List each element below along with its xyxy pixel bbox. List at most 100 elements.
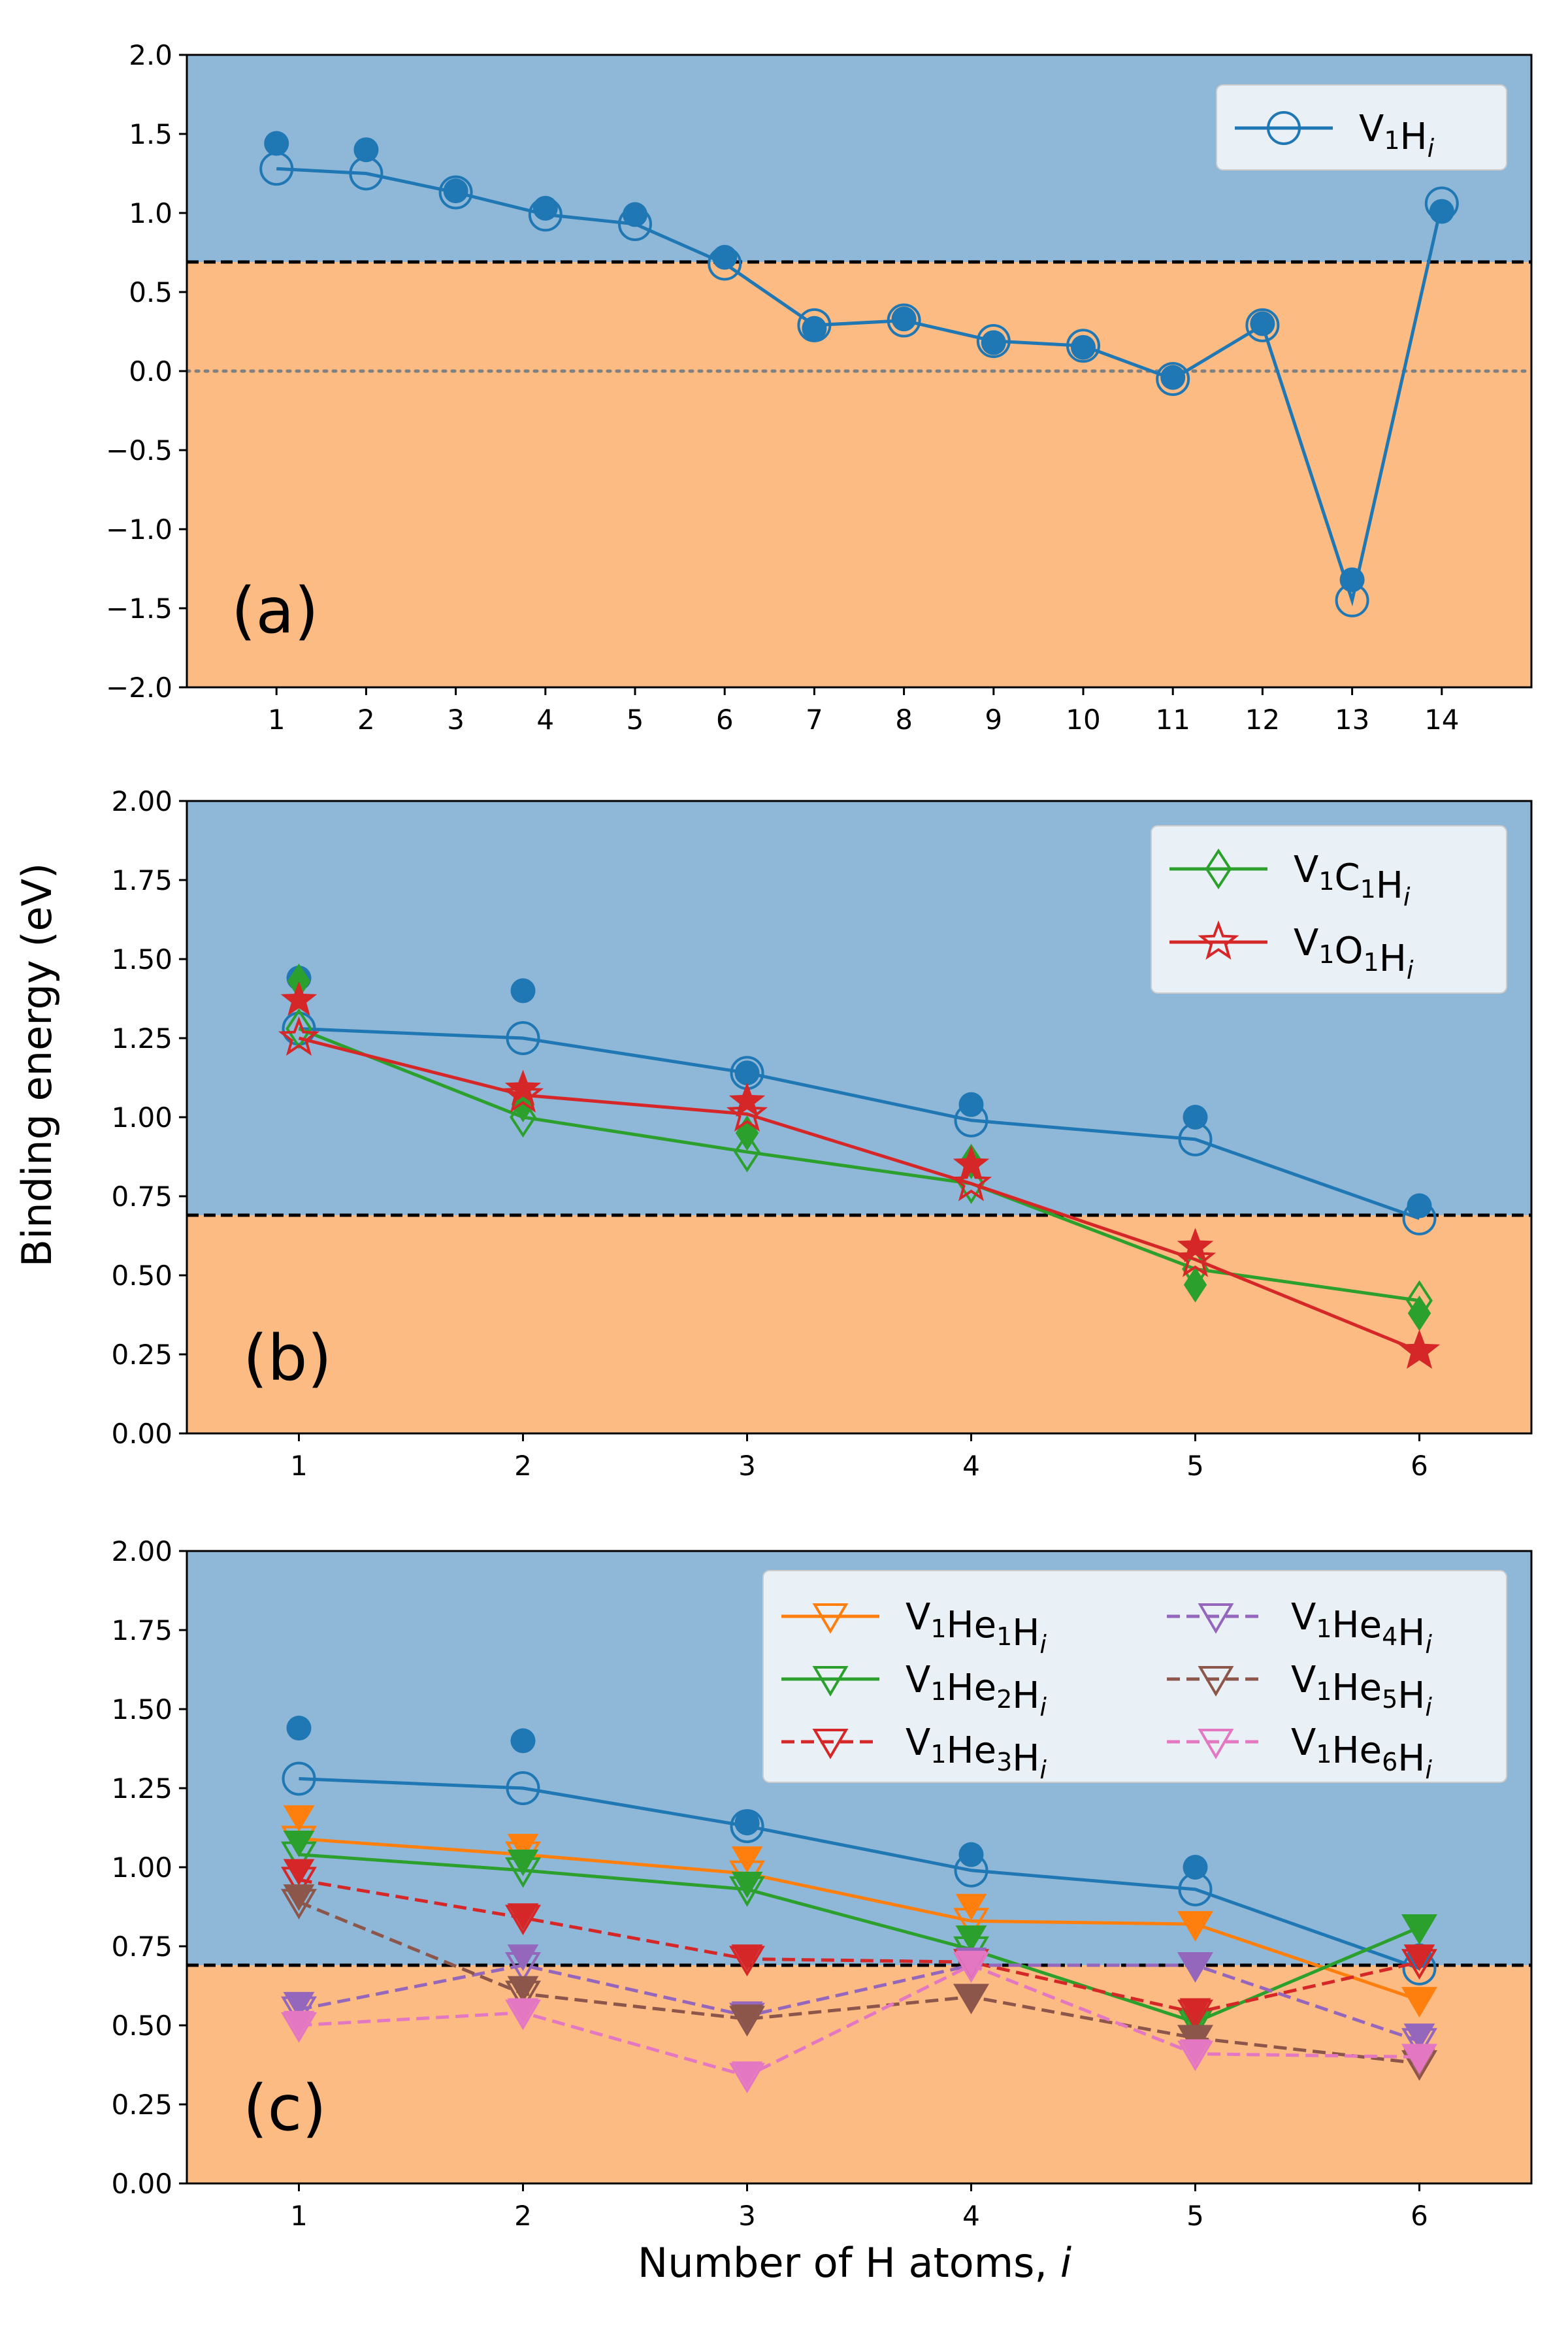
series-line-V1He6Hi [299,1963,1420,2078]
filled-point [1183,1105,1208,1130]
legend-marker [812,1603,849,1634]
y-tick-label: 0.00 [111,2168,172,2200]
series-point-V1Hi [708,246,742,281]
x-tick-label: 14 [1424,704,1459,736]
series-point-V1He3Hi [1177,1999,1213,2031]
series-filled-point-V1He6Hi [283,2010,315,2038]
series-filled-point-V1He5Hi [731,2004,763,2031]
x-tick-label: 3 [738,1450,756,1482]
series-filled-point-V1He1Hi [955,1893,987,1921]
series-point-V1He1Hi [953,1908,989,1939]
series-line-V1O1Hi [298,1036,1420,1353]
filled-point [510,978,536,1004]
series-point-V1He5Hi [729,2006,765,2037]
filled-point [734,1060,760,1086]
series-point-V1Hi [797,308,832,342]
filled-point [510,1728,536,1754]
x-tick-label: 5 [627,704,644,736]
series-point-V1Hi [1335,583,1369,617]
x-tick-label: 2 [514,1450,532,1482]
reference-series-point [282,1761,316,1796]
series-point-V1C1Hi [1406,1280,1433,1321]
y-tick-label: 2.00 [111,785,172,817]
panel-b: 0.00 0.25 0.50 0.75 1.00 1.25 1.50 1.75 2.00 1 2 3 4… [111,785,1533,1482]
x-tick-label: 6 [716,704,734,736]
series-filled-point-V1He1Hi [283,1805,315,1832]
y-tick-label: 1.50 [111,1693,172,1725]
series-point-V1He6Hi [953,1952,989,1983]
series-filled-point-V1He6Hi [507,1998,539,2025]
x-tick-label: 8 [895,704,913,736]
panel-label: (c) [243,2072,327,2145]
x-tick-label: 3 [738,2200,756,2232]
legend: V1Hi [1216,84,1507,171]
x-tick-label: 5 [1186,2200,1204,2232]
series-line-V1He2Hi [299,1853,1420,2024]
legend-marker [1267,111,1301,145]
reference-series-point [506,1021,540,1055]
region-below-threshold [187,1215,1531,1433]
series-line-V1He1Hi [299,1837,1420,2002]
y-tick-label: 1.0 [129,197,172,229]
series-point-V1He6Hi [505,1999,541,2031]
legend-label: V1C1Hi [1294,849,1411,911]
legend: V1C1Hi V1O1Hi [1151,825,1507,994]
x-tick-label: 13 [1335,704,1369,736]
x-tick-label: 11 [1155,704,1190,736]
y-tick-label: 0.00 [111,1418,172,1450]
x-tick-label: 2 [514,2200,532,2232]
series-point-V1He2Hi [505,1857,541,1888]
series-point-V1He2Hi [1401,1914,1437,1945]
y-tick-label: 1.5 [129,118,172,150]
series-line-V1He5Hi [298,1900,1420,2065]
series-filled-point-V1He6Hi [731,2061,763,2088]
x-axis-title-main: Number of H atoms, [638,2239,1060,2287]
series-point-V1He1Hi [1401,1987,1437,2018]
x-tick-label: 10 [1066,704,1100,736]
y-tick-label: 1.75 [111,864,172,896]
series-point-V1O1Hi [950,1162,992,1201]
series-point-V1Hi [349,156,384,191]
series-point-V1He6Hi [1401,2044,1437,2075]
series-point-V1Hi [1066,329,1100,363]
x-axis-title-var: i [1060,2239,1071,2287]
series-filled-point-V1He3Hi [283,1859,315,1886]
panel-label: (b) [243,1322,332,1395]
filled-point [1183,1855,1208,1880]
reference-series-point [506,1771,540,1805]
series-point-V1O1Hi [278,1016,320,1056]
y-tick-label: −0.5 [106,434,172,466]
x-tick-label: 6 [1411,2200,1428,2232]
series-point-V1He1Hi [1177,1911,1213,1942]
series-filled-point-V1He2Hi [507,1850,539,1876]
series-point-V1Hi [976,324,1011,359]
series-point-V1Hi [1156,362,1190,397]
reference-series-point [730,1809,764,1844]
series-filled-point-V1O1Hi [504,1070,542,1105]
series-filled-point-V1He6Hi [1179,2039,1211,2066]
series-point-V1He4Hi [505,1952,541,1983]
legend-box [1216,84,1507,171]
x-tick-label: 12 [1245,704,1280,736]
y-tick-label: 1.50 [111,943,172,975]
series-filled-point-V1O1Hi [280,981,318,1016]
series-line-V1He3Hi [299,1878,1420,2015]
series-point-V1C1Hi [510,1096,536,1138]
series-filled-point-V1O1Hi [1177,1228,1214,1263]
y-tick-label: −2.0 [106,672,172,704]
x-tick-label: 6 [1411,1450,1428,1482]
legend-label: V1He4Hi [1291,1596,1432,1659]
y-tick-label: 0.75 [111,1931,172,1963]
legend-label: V1He5Hi [1291,1659,1432,1722]
reference-series-line [299,1027,1420,1220]
series-point-V1He2Hi [729,1876,765,1907]
legend-marker [1198,1603,1234,1634]
x-tick-label: 5 [1186,1450,1204,1482]
series-point-V1O1Hi [726,1092,768,1132]
filled-point [353,137,379,163]
y-tick-label: 0.50 [111,2010,172,2042]
y-tick-label: 0.75 [111,1181,172,1213]
series-point-V1Hi [1424,186,1459,221]
